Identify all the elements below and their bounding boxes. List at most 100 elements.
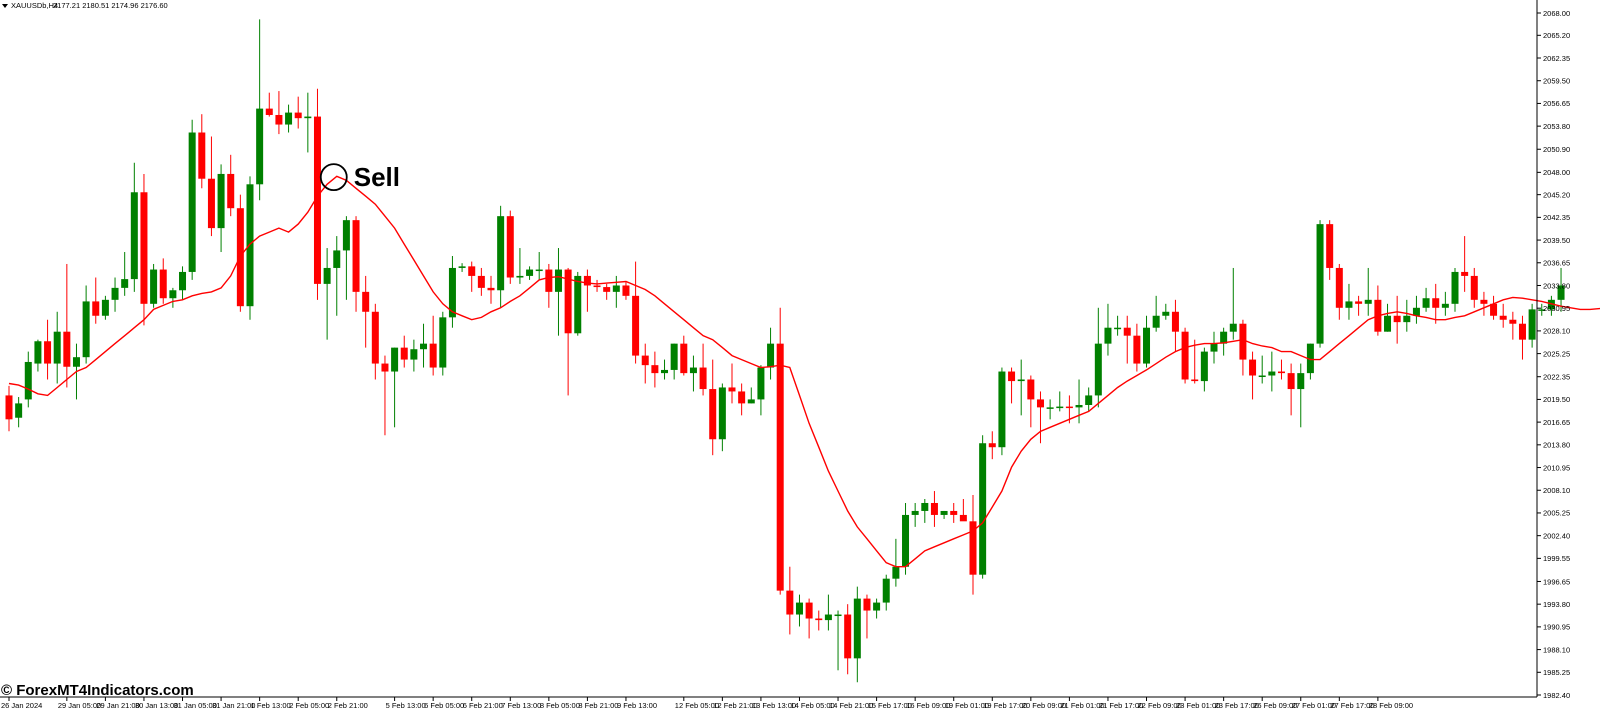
candle: [728, 363, 736, 404]
candle: [699, 343, 707, 396]
candle-body: [641, 355, 649, 366]
candle-body: [950, 510, 958, 515]
candle-body: [583, 275, 591, 286]
candle-body: [834, 614, 842, 617]
candle-body: [902, 514, 910, 567]
candle-body: [603, 287, 611, 292]
candle-body: [188, 132, 196, 272]
candle-body: [988, 443, 996, 448]
candle: [1335, 263, 1343, 320]
candle-body: [747, 399, 755, 404]
candle-body: [1355, 301, 1363, 304]
candle: [1094, 307, 1102, 408]
candle-body: [670, 343, 678, 370]
candle: [786, 566, 794, 635]
candle-body: [179, 271, 187, 291]
candle-body: [1085, 395, 1093, 405]
candle-body: [1046, 407, 1054, 409]
price-tick-label: 1990.95: [1543, 623, 1570, 632]
candle: [1509, 311, 1517, 340]
moving-average-line: [8, 175, 1600, 568]
time-tick-label: 14 Feb 05:00: [790, 701, 834, 710]
candle: [1326, 220, 1334, 280]
candle: [583, 269, 591, 312]
candle-body: [1528, 309, 1536, 340]
candle: [526, 266, 534, 280]
price-tick-label: 2068.00: [1543, 9, 1570, 18]
moving-average-layer: [8, 175, 1600, 568]
candle: [420, 323, 428, 368]
candle: [1403, 299, 1411, 332]
candle: [1451, 267, 1459, 312]
time-tick-label: 27 Feb 01:00: [1292, 701, 1336, 710]
candle-body: [1133, 335, 1141, 364]
candle-body: [786, 590, 794, 615]
candle: [795, 594, 803, 627]
candle: [969, 495, 977, 595]
candle: [1528, 303, 1536, 348]
candle-body: [1470, 275, 1478, 300]
candle: [1027, 375, 1035, 428]
sell-marker-circle: [319, 163, 348, 192]
candle: [564, 267, 572, 396]
price-tick-label: 1982.40: [1543, 691, 1570, 700]
candle-body: [313, 116, 321, 284]
candles-layer: [5, 19, 1565, 683]
candle-body: [1249, 359, 1257, 376]
dropdown-triangle-icon[interactable]: [2, 4, 8, 8]
candle-body: [1162, 311, 1170, 316]
candle: [1538, 303, 1546, 316]
candle-body: [5, 395, 13, 420]
candle: [815, 610, 823, 631]
candle: [217, 164, 225, 253]
candle: [121, 252, 129, 296]
price-tick-label: 2010.95: [1543, 463, 1570, 472]
candle-body: [448, 267, 456, 318]
candle-body: [1239, 323, 1247, 360]
time-tick-label: 23 Feb 01:00: [1176, 701, 1220, 710]
candle-body: [892, 566, 900, 579]
axes-layer: 2068.00 2065.20 2062.35 2059.50 2056.65 2053.…: [0, 0, 1570, 710]
candle-body: [1518, 323, 1526, 340]
candle: [1355, 295, 1363, 316]
price-tick-label: 2053.80: [1543, 122, 1570, 131]
candle-body: [217, 173, 225, 229]
candle: [535, 252, 543, 280]
candle: [1008, 367, 1016, 404]
candle-body: [44, 341, 52, 364]
time-tick-label: 19 Feb 01:00: [945, 701, 989, 710]
candle: [853, 586, 861, 683]
candle-body: [979, 443, 987, 575]
candle: [159, 258, 167, 304]
candle: [1557, 267, 1565, 312]
price-tick-label: 2045.20: [1543, 190, 1570, 199]
candle: [1432, 283, 1440, 324]
candle-body: [969, 521, 977, 575]
candle: [554, 248, 562, 336]
candle: [410, 339, 418, 372]
time-tick-label: 12 Feb 05:00: [675, 701, 719, 710]
time-tick-label: 26 Feb 09:00: [1253, 701, 1297, 710]
candle: [313, 88, 321, 300]
candle-body: [246, 184, 254, 307]
candle-body: [1075, 404, 1083, 408]
time-tick-label: 31 Jan 21:00: [212, 701, 255, 710]
candle-body: [34, 341, 42, 364]
price-tick-label: 2016.65: [1543, 418, 1570, 427]
candle-body: [198, 132, 206, 179]
candle: [661, 359, 669, 380]
candle: [487, 275, 495, 304]
candle-body: [574, 275, 582, 334]
candle-body: [632, 295, 640, 356]
candle-body: [63, 331, 71, 367]
candle-body: [207, 178, 215, 229]
candle: [1393, 295, 1401, 344]
candle-body: [82, 301, 90, 358]
candle-body: [150, 269, 158, 304]
candle-body: [410, 349, 418, 360]
candle: [1518, 315, 1526, 360]
candle-body: [1008, 371, 1016, 382]
candle: [641, 343, 649, 384]
candle-body: [371, 311, 379, 364]
